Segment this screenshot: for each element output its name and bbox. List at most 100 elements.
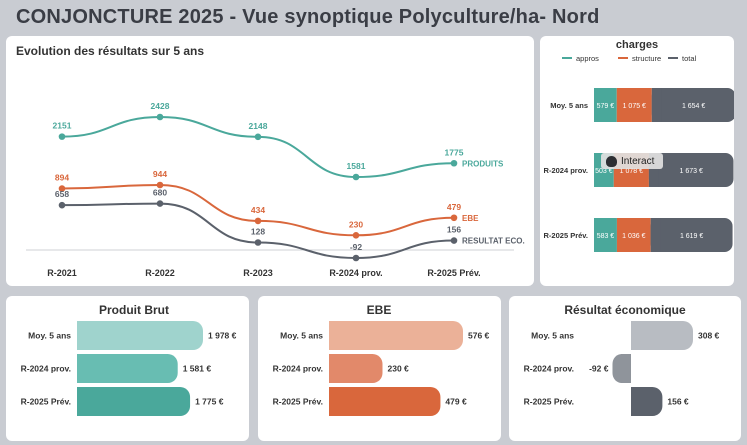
data-label: -92 bbox=[350, 242, 363, 252]
total-value: 1 654 € bbox=[682, 103, 705, 110]
total-bar bbox=[648, 153, 734, 187]
bar bbox=[77, 387, 191, 416]
structure-bar bbox=[616, 88, 652, 122]
data-point bbox=[156, 181, 164, 189]
data-point bbox=[254, 133, 262, 141]
category-label: R-2024 prov. bbox=[273, 364, 323, 374]
x-tick-label: R-2021 bbox=[47, 268, 77, 278]
data-label: 1581 bbox=[347, 161, 366, 171]
bar-base bbox=[77, 387, 87, 416]
total-bar-left-edge bbox=[650, 218, 661, 252]
data-point bbox=[58, 185, 66, 192]
category-label: R-2025 Prév. bbox=[524, 397, 574, 407]
charges-title: charges bbox=[616, 39, 658, 51]
data-label: 230 bbox=[349, 219, 363, 229]
line-chart-title: Evolution des résultats sur 5 ans bbox=[16, 44, 205, 58]
category-label: R-2024 prov. bbox=[544, 166, 588, 175]
chart-title: Résultat économique bbox=[564, 303, 686, 317]
bar-base bbox=[329, 387, 339, 416]
bar-base bbox=[631, 321, 641, 350]
legend-label: appros bbox=[576, 54, 599, 63]
data-label: 944 bbox=[153, 169, 167, 179]
resultat-chart: Résultat économique Moy. 5 ans 308 € R-2024… bbox=[524, 303, 720, 416]
bar-base bbox=[631, 387, 641, 416]
line-chart: 2151 2428 2148 1581 1775 PRODUITS 894 944 434 230… bbox=[26, 101, 525, 278]
page-title: CONJONCTURE 2025 - Vue synoptique Polycu… bbox=[16, 6, 600, 28]
data-label: 128 bbox=[251, 226, 265, 236]
x-tick-label: R-2022 bbox=[145, 268, 175, 278]
value-label: 1 775 € bbox=[195, 397, 224, 407]
data-label: 1775 bbox=[445, 147, 464, 157]
value-label: -92 € bbox=[589, 364, 609, 374]
data-point bbox=[352, 173, 360, 181]
produit-brut-panel: Produit Brut Moy. 5 ans 1 978 € R-2024 prov… bbox=[6, 296, 249, 441]
bar bbox=[329, 354, 383, 383]
data-label: 658 bbox=[55, 189, 69, 199]
value-label: 156 € bbox=[667, 397, 689, 407]
hand-cursor-icon bbox=[606, 155, 617, 167]
data-label: 156 bbox=[447, 225, 461, 235]
bar-base bbox=[329, 354, 339, 383]
category-label: R-2024 prov. bbox=[524, 364, 574, 374]
bar-base bbox=[329, 321, 339, 350]
series-name-label: PRODUITS bbox=[462, 159, 504, 168]
appros-value: 579 € bbox=[597, 103, 615, 110]
produit-brut-chart: Produit Brut Moy. 5 ans 1 978 € R-2024 prov… bbox=[21, 303, 237, 416]
charges-chart: charges appros structure total Moy. 5 ans 579… bbox=[544, 39, 734, 252]
chart-title: EBE bbox=[367, 303, 392, 317]
bar bbox=[329, 387, 441, 416]
data-point bbox=[156, 200, 164, 207]
bar bbox=[329, 321, 463, 350]
value-label: 1 581 € bbox=[183, 364, 212, 374]
data-point bbox=[156, 113, 164, 121]
appros-value: 503 € bbox=[595, 168, 613, 175]
bar-base bbox=[621, 354, 631, 383]
value-label: 308 € bbox=[698, 331, 720, 341]
category-label: R-2025 Prév. bbox=[273, 397, 323, 407]
category-label: Moy. 5 ans bbox=[28, 331, 71, 341]
category-label: R-2025 Prév. bbox=[21, 397, 71, 407]
total-bar-left-edge bbox=[651, 88, 662, 122]
value-label: 1 978 € bbox=[208, 331, 237, 341]
data-point bbox=[254, 239, 262, 246]
data-point bbox=[450, 214, 458, 222]
data-label: 434 bbox=[251, 205, 265, 215]
interact-label: Interact bbox=[621, 155, 655, 167]
structure-value: 1 078 € bbox=[620, 168, 643, 175]
legend-label: total bbox=[682, 54, 697, 63]
category-label: R-2025 Prév. bbox=[544, 231, 588, 240]
value-label: 479 € bbox=[445, 397, 467, 407]
x-tick-label: R-2025 Prév. bbox=[427, 268, 480, 278]
resultat-panel: Résultat économique Moy. 5 ans 308 € R-2024… bbox=[509, 296, 741, 441]
ebe-chart: EBE Moy. 5 ans 576 € R-2024 prov. 230 € R-202… bbox=[273, 303, 490, 416]
series-name-label: EBE bbox=[462, 214, 479, 223]
appros-bar bbox=[594, 218, 617, 252]
structure-bar bbox=[616, 218, 651, 252]
bar-base bbox=[77, 354, 87, 383]
structure-value: 1 075 € bbox=[623, 103, 646, 110]
data-point bbox=[58, 201, 66, 209]
bar bbox=[631, 321, 693, 350]
value-label: 230 € bbox=[388, 364, 410, 374]
data-label: 894 bbox=[55, 173, 69, 183]
total-value: 1 619 € bbox=[680, 233, 703, 240]
total-bar bbox=[651, 88, 734, 122]
interact-tooltip[interactable]: Interact bbox=[601, 153, 663, 169]
appros-value: 583 € bbox=[597, 233, 615, 240]
data-label: 2428 bbox=[151, 101, 170, 111]
category-label: Moy. 5 ans bbox=[550, 101, 588, 110]
appros-bar bbox=[594, 88, 617, 122]
data-point bbox=[58, 133, 66, 140]
data-label: 2148 bbox=[249, 121, 268, 131]
line-chart-panel: Evolution des résultats sur 5 ans 2151 24… bbox=[6, 36, 534, 286]
data-point bbox=[352, 254, 360, 262]
charges-panel: charges appros structure total Moy. 5 ans 579… bbox=[540, 36, 734, 286]
bar-base bbox=[77, 321, 87, 350]
bar bbox=[77, 321, 203, 350]
bar bbox=[77, 354, 178, 383]
value-label: 576 € bbox=[468, 331, 490, 341]
data-point bbox=[254, 217, 262, 225]
ebe-panel: EBE Moy. 5 ans 576 € R-2024 prov. 230 € R-202… bbox=[258, 296, 501, 441]
x-tick-label: R-2024 prov. bbox=[329, 268, 382, 278]
total-bar-left-edge bbox=[648, 153, 659, 187]
